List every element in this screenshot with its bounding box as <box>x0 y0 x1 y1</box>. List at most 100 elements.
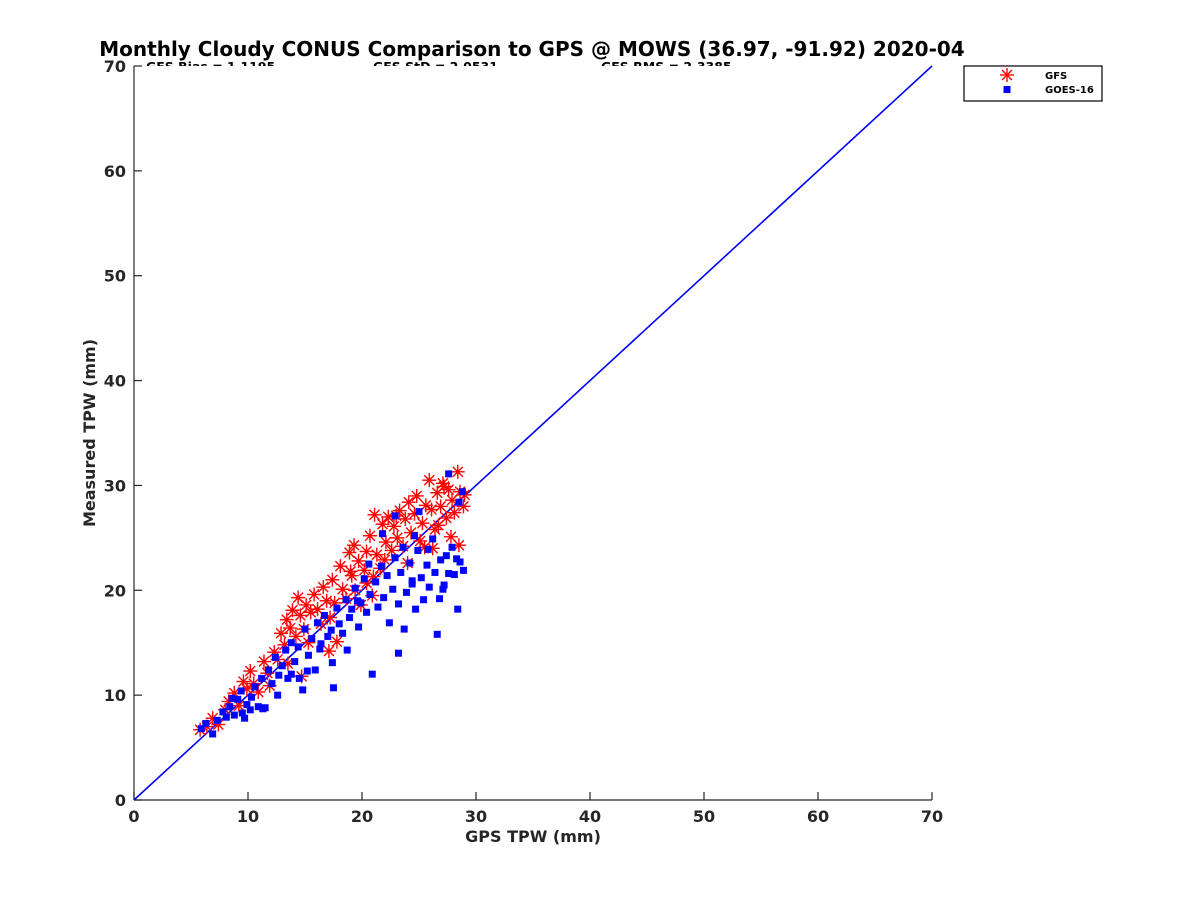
gfs-point <box>431 518 446 533</box>
goes16-point <box>363 608 371 616</box>
gfs-point <box>439 510 454 525</box>
goes16-point <box>213 716 221 724</box>
goes16-point <box>304 651 312 659</box>
goes16-point <box>355 623 363 631</box>
goes16-point <box>391 554 399 562</box>
y-tick-label: 70 <box>104 57 126 76</box>
goes16-point <box>284 674 292 682</box>
gfs-point <box>378 535 393 550</box>
chart-title: Monthly Cloudy CONUS Comparison to GPS @… <box>99 37 964 61</box>
goes16-point <box>402 588 410 596</box>
goes16-point <box>394 649 402 657</box>
goes16-point <box>291 658 299 666</box>
gfs-point <box>409 488 424 503</box>
goes16-point <box>311 666 319 674</box>
goes16-point <box>330 684 337 692</box>
x-tick-label: 40 <box>579 807 601 826</box>
goes16-point <box>455 498 463 506</box>
gfs-point <box>335 582 350 597</box>
x-tick-label: 30 <box>465 807 487 826</box>
goes16-point <box>406 559 414 567</box>
legend-goes16-label: GOES-16 <box>1045 85 1094 96</box>
gfs-point <box>310 602 325 617</box>
goes16-point <box>241 714 249 722</box>
goes16-point <box>450 571 458 579</box>
gfs-point <box>299 597 314 612</box>
goes16-point <box>391 512 399 520</box>
x-tick-label: 70 <box>921 807 943 826</box>
goes16-point <box>271 653 279 661</box>
goes16-point <box>425 583 433 591</box>
gfs-point <box>343 564 358 579</box>
goes16-point <box>377 562 385 570</box>
goes16-point <box>317 640 325 648</box>
gfs-point <box>415 516 430 531</box>
goes16-point <box>445 570 453 578</box>
gfs-point <box>285 603 300 618</box>
goes16-point <box>410 532 418 540</box>
goes16-point <box>230 711 238 719</box>
goes16-point <box>439 585 447 593</box>
gfs-point <box>301 635 316 650</box>
gfs-point <box>329 634 344 649</box>
goes16-point <box>380 594 388 602</box>
goes16-point <box>287 639 295 647</box>
goes16-point <box>353 597 361 605</box>
gfs-point <box>422 473 437 488</box>
goes16-point <box>440 581 448 589</box>
goes16-point <box>458 488 466 496</box>
y-tick-label: 10 <box>104 686 126 705</box>
gfs-point <box>367 507 382 522</box>
legend-gfs-marker <box>1000 68 1014 82</box>
gfs-point <box>351 553 366 568</box>
goes16-point <box>348 605 356 613</box>
gfs-point <box>390 530 405 545</box>
goes16-point <box>379 530 387 538</box>
goes16-point <box>420 596 428 604</box>
legend-goes16-marker <box>1003 86 1011 93</box>
x-tick-label: 10 <box>237 807 259 826</box>
goes16-point <box>254 703 262 711</box>
gfs-point <box>424 502 439 517</box>
gfs-point <box>293 608 308 623</box>
gfs-point <box>321 644 336 659</box>
goes16-point <box>209 730 217 738</box>
goes16-point <box>431 568 439 576</box>
goes16-point <box>219 708 227 716</box>
goes16-point <box>399 543 407 551</box>
goes16-point <box>453 555 461 563</box>
goes16-point <box>339 629 347 637</box>
y-tick-label: 40 <box>104 372 126 391</box>
goes16-point <box>345 614 353 622</box>
goes16-point <box>301 625 309 633</box>
goes16-point <box>287 670 295 678</box>
goes16-point <box>365 560 373 568</box>
goes16-point <box>412 605 420 613</box>
goes16-point <box>342 596 350 604</box>
goes16-point <box>429 535 437 543</box>
gfs-point <box>447 505 462 520</box>
goes16-point <box>389 585 397 593</box>
gfs-point <box>283 621 298 636</box>
gfs-point <box>369 547 384 562</box>
goes16-point <box>343 646 351 654</box>
legend-gfs-label: GFS <box>1045 71 1067 82</box>
gfs-point <box>375 517 390 532</box>
goes16-point <box>442 552 450 560</box>
goes16-point <box>202 719 210 727</box>
goes16-point <box>243 701 251 709</box>
goes16-point <box>436 595 444 603</box>
goes16-point <box>383 572 391 580</box>
goes16-point <box>308 635 316 643</box>
goes16-point <box>335 620 343 628</box>
goes16-point <box>228 694 236 702</box>
goes16-point <box>415 508 423 516</box>
gfs-point <box>347 538 362 553</box>
gfs-point <box>456 499 471 514</box>
goes16-point <box>423 561 431 569</box>
y-tick-label: 20 <box>104 581 126 600</box>
x-tick-label: 20 <box>351 807 373 826</box>
gfs-point <box>443 529 458 544</box>
goes16-point <box>278 662 286 670</box>
